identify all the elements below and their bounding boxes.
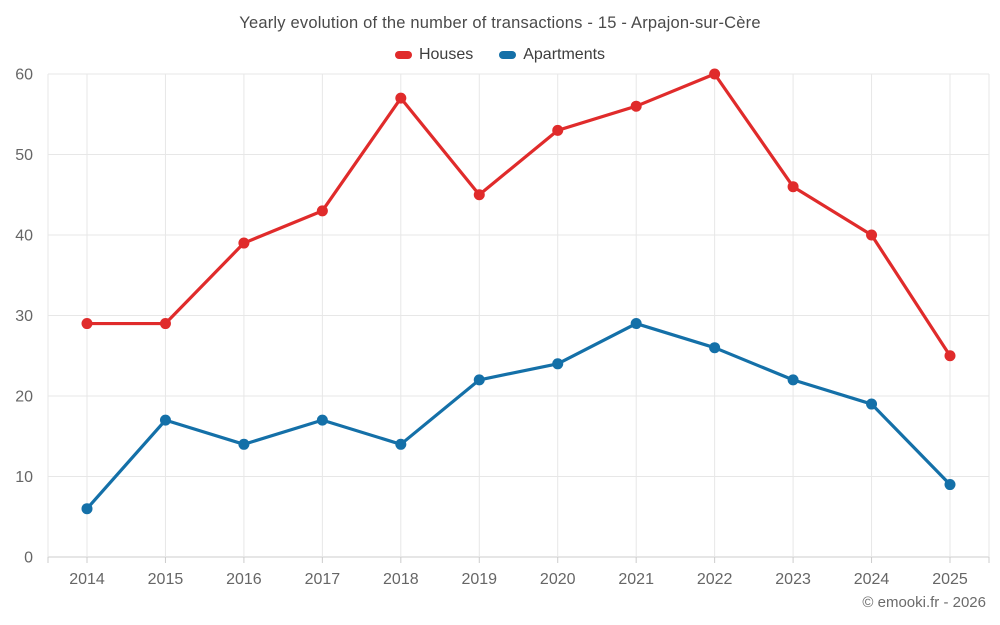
apartments-legend-swatch: [499, 51, 517, 59]
houses-point-2016[interactable]: [238, 237, 250, 249]
y-tick-label: 60: [15, 67, 33, 84]
houses-legend-swatch: [394, 51, 412, 59]
x-tick-label: 2019: [461, 571, 497, 588]
y-tick-label: 20: [15, 389, 33, 406]
apartments-legend-label: Apartments: [523, 46, 606, 63]
apartments-point-2017[interactable]: [316, 414, 328, 426]
houses-point-2019[interactable]: [473, 189, 485, 201]
x-tick-label: 2025: [932, 571, 968, 588]
apartments-line: [85, 321, 952, 511]
houses-line: [85, 72, 952, 358]
y-tick-label: 50: [15, 147, 33, 164]
apartments-point-2025[interactable]: [944, 479, 956, 491]
houses-point-2021[interactable]: [630, 100, 642, 112]
copyright: © emooki.fr - 2026: [862, 594, 986, 611]
chart-title: Yearly evolution of the number of transa…: [239, 14, 761, 32]
legend-item-houses[interactable]: Houses: [394, 46, 474, 64]
apartments-point-2019[interactable]: [473, 374, 485, 386]
x-tick-label: 2021: [618, 571, 654, 588]
x-tick-label: 2020: [540, 571, 576, 588]
houses-point-2025[interactable]: [944, 350, 956, 362]
apartments-point-2020[interactable]: [552, 358, 564, 370]
apartments-point-2014[interactable]: [81, 503, 93, 515]
apartments-point-2015[interactable]: [159, 414, 171, 426]
legend-item-apartments[interactable]: Apartments: [499, 46, 605, 64]
houses-point-2017[interactable]: [316, 205, 328, 217]
x-tick-label: 2014: [69, 571, 105, 588]
houses-point-2023[interactable]: [787, 181, 799, 193]
apartments-point-2016[interactable]: [238, 438, 250, 450]
houses-point-2015[interactable]: [159, 318, 171, 330]
houses-point-2024[interactable]: [866, 229, 878, 241]
legend: Houses Apartments: [0, 46, 1000, 64]
apartments-point-2024[interactable]: [866, 398, 878, 410]
x-tick-label: 2023: [775, 571, 811, 588]
apartments-point-2018[interactable]: [395, 438, 407, 450]
x-tick-label: 2024: [854, 571, 890, 588]
apartments-point-2023[interactable]: [787, 374, 799, 386]
x-tick-label: 2017: [305, 571, 341, 588]
houses-point-2020[interactable]: [552, 124, 564, 136]
x-tick-label: 2015: [148, 571, 184, 588]
y-tick-label: 0: [24, 550, 33, 567]
x-tick-label: 2016: [226, 571, 262, 588]
houses-point-2022[interactable]: [709, 68, 721, 80]
houses-legend-label: Houses: [418, 46, 474, 63]
apartments-point-2022[interactable]: [709, 342, 721, 354]
y-tick-label: 40: [15, 228, 33, 245]
apartments-point-2021[interactable]: [630, 318, 642, 330]
y-tick-label: 30: [15, 308, 33, 325]
y-tick-label: 10: [15, 469, 33, 486]
houses-point-2014[interactable]: [81, 318, 93, 330]
x-tick-label: 2018: [383, 571, 419, 588]
houses-point-2018[interactable]: [395, 92, 407, 104]
x-tick-label: 2022: [697, 571, 733, 588]
